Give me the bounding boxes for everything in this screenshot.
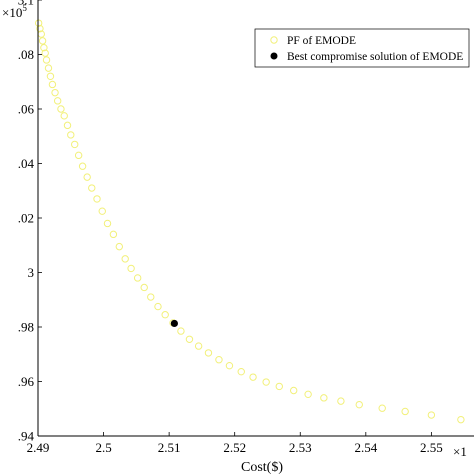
legend-label-pf: PF of EMODE [287, 35, 356, 47]
pf-point [103, 219, 112, 228]
legend-marker-pf [270, 36, 278, 44]
pf-point [320, 394, 328, 402]
pf-point [42, 56, 51, 64]
y-tick-label: .08 [18, 47, 34, 62]
y-tick-label: .98 [18, 320, 34, 335]
x-exponent-label: ×1 [453, 444, 467, 459]
pf-point [34, 19, 43, 27]
pf-point [48, 80, 57, 89]
pf-point [74, 151, 83, 160]
pf-point [154, 302, 162, 311]
x-tick-label: 2.52 [223, 440, 246, 455]
pf-point [225, 361, 234, 370]
pf-point [237, 367, 245, 376]
pf-point [60, 112, 68, 120]
pf-point [51, 88, 59, 97]
legend-label-best: Best compromise solution of EMODE [287, 51, 463, 63]
pf-point [249, 373, 257, 381]
pf-point [457, 415, 465, 424]
y-tick-label: .04 [18, 156, 35, 171]
pf-point [275, 382, 283, 391]
pf-point [133, 274, 142, 282]
pf-point [378, 404, 386, 412]
data-points [34, 19, 465, 424]
pf-point [36, 24, 44, 33]
pf-point [44, 64, 53, 72]
best-compromise-point [170, 319, 178, 328]
pf-point [337, 397, 345, 405]
x-axis-label: Cost($) [241, 460, 283, 474]
pf-point [121, 255, 129, 263]
pf-point [46, 72, 55, 81]
y-tick-label: .02 [18, 211, 34, 226]
pf-point [427, 411, 436, 419]
x-tick-label: 2.55 [420, 440, 443, 455]
x-tick-label: 2.5 [95, 440, 111, 455]
pf-point [83, 173, 91, 181]
pf-point [93, 195, 101, 203]
y-tick-label: .96 [18, 374, 35, 389]
pf-point [204, 349, 213, 357]
pf-point [355, 400, 363, 409]
pf-point [127, 264, 135, 273]
pf-point [140, 283, 148, 292]
legend-box [254, 28, 470, 68]
pf-point [109, 230, 118, 239]
x-tick-label: 2.49 [27, 440, 50, 455]
pf-point [115, 242, 123, 251]
pf-point [194, 342, 203, 350]
pf-point [67, 131, 75, 139]
pf-point [289, 386, 298, 395]
pf-point [98, 207, 106, 215]
pf-point [304, 390, 312, 399]
x-tick-label: 2.51 [158, 440, 181, 455]
axes [37, 0, 474, 437]
pf-point [41, 49, 49, 57]
legend: PF of EMODE Best compromise solution of … [254, 28, 470, 68]
pf-point [215, 356, 223, 364]
y-tick-label: 3 [28, 265, 35, 280]
y-tick-label: .94 [18, 429, 35, 444]
pf-point [57, 105, 65, 113]
pf-point [71, 140, 79, 149]
pf-point [147, 293, 155, 301]
x-tick-label: 2.54 [354, 440, 377, 455]
pf-point [63, 121, 72, 130]
pf-point [401, 407, 409, 416]
pf-point [185, 335, 194, 343]
pf-point [78, 162, 87, 170]
pf-point [262, 378, 270, 386]
tick-labels: 2.49 2.5 2.51 2.52 2.53 2.54 2.55 .94 .96 .98 3 .02… [18, 0, 443, 455]
x-tick-label: 2.53 [289, 440, 312, 455]
y-exponent-label: ×105 [2, 3, 27, 20]
pf-point [53, 97, 62, 105]
pf-point [88, 184, 96, 192]
pf-point [177, 327, 185, 335]
pf-point [38, 37, 47, 45]
y-tick-label: 3.1 [18, 0, 34, 8]
pf-point [40, 43, 48, 52]
legend-marker-best [270, 52, 278, 60]
pf-point [161, 311, 169, 319]
y-tick-label: .06 [18, 102, 35, 117]
